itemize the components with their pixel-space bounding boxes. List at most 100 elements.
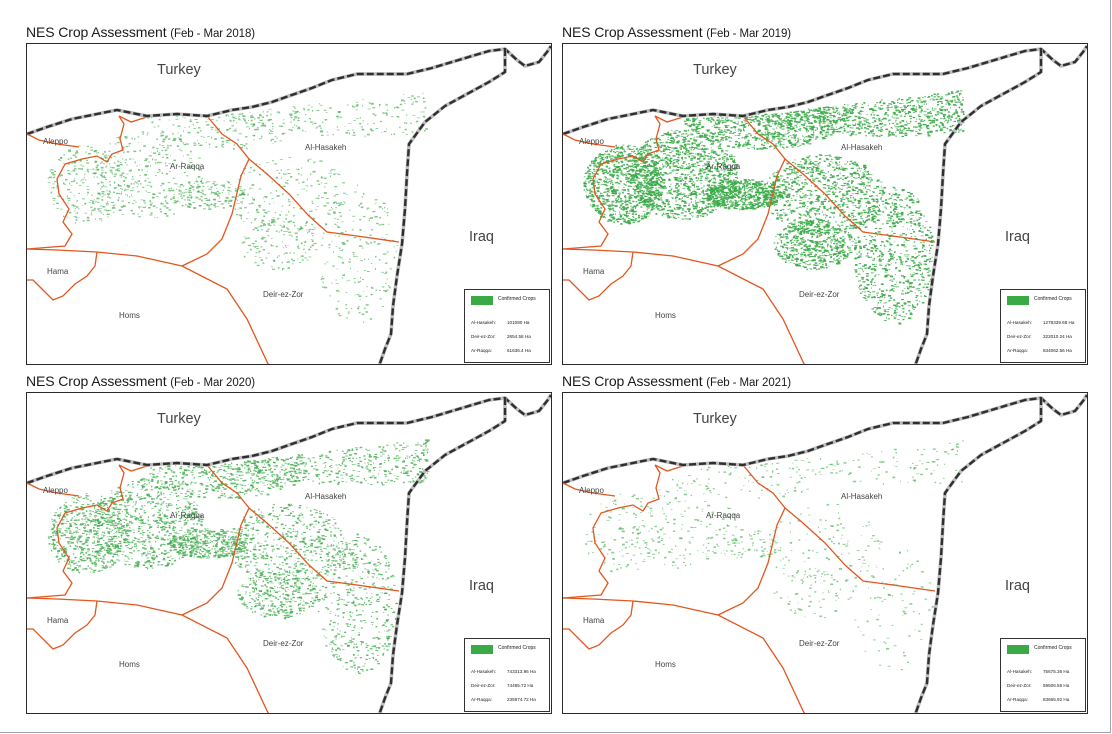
- legend-box: Confirmed Crops Al-Hasakeh: 743313.96 Ha…: [464, 638, 550, 712]
- legend-row-name: Deir-ez-Zor:: [471, 683, 496, 688]
- legend-row-raqqa: Ar-Raqqa: 61636.4 Ha: [471, 348, 531, 353]
- label-al-hasakeh: Al-Hasakeh: [305, 492, 347, 501]
- aleppo-outline: [563, 482, 616, 497]
- admin-boundaries: [563, 115, 936, 364]
- legend-row-value: 101080 Ha: [507, 320, 530, 325]
- cropped-header-fragment: [330, 0, 1090, 4]
- iraq-border: [377, 398, 507, 713]
- crop-layer: [583, 90, 965, 325]
- label-hama: Hama: [47, 616, 69, 625]
- legend-label: Confirmed Crops: [1034, 296, 1072, 302]
- map-panel-2020: NES Crop Assessment (Feb - Mar 2020): [26, 373, 552, 715]
- admin-boundaries: [563, 464, 936, 713]
- crop-layer: [47, 439, 430, 675]
- legend-label: Confirmed Crops: [498, 645, 536, 651]
- legend-box: Confirmed Crops Al-Hasakeh: 75675.36 Ha …: [1000, 638, 1086, 712]
- legend-row-value: 834062.56 Ha: [1043, 348, 1072, 353]
- legend-row-name: Ar-Raqqa:: [471, 697, 492, 702]
- label-aleppo: Aleppo: [43, 137, 68, 146]
- label-aleppo: Aleppo: [43, 486, 68, 495]
- legend-row-raqqa: Ar-Raqqa: 83665.92 Ha: [1007, 697, 1069, 702]
- panel-title-period: (Feb - Mar 2020): [170, 377, 255, 389]
- legend-row-value: 74485.72 Ha: [507, 683, 534, 688]
- panel-title-main: NES Crop Assessment: [26, 24, 167, 40]
- legend-row-raqqa: Ar-Raqqa: 235974.72 Ha: [471, 697, 536, 702]
- label-ar-raqqa: Ar-Raqqa: [170, 511, 205, 520]
- legend-swatch: [1007, 296, 1029, 305]
- map-frame: Turkey Iraq Aleppo Ar-Raqqa Al-Hasakeh D…: [562, 43, 1088, 365]
- panel-title-main: NES Crop Assessment: [562, 373, 703, 389]
- map-panel-2021: NES Crop Assessment (Feb - Mar 2021): [562, 373, 1088, 715]
- legend-row-raqqa: Ar-Raqqa: 834062.56 Ha: [1007, 348, 1072, 353]
- map-panel-2019: NES Crop Assessment (Feb - Mar 2019): [562, 24, 1088, 366]
- label-turkey: Turkey: [157, 62, 201, 78]
- legend-row-deir: Deir-ez-Zor: 2654.58 Ha: [471, 334, 531, 339]
- map-frame: Turkey Iraq Aleppo Ar-Raqqa Al-Hasakeh D…: [26, 43, 552, 365]
- label-deir-ez-zor: Deir-ez-Zor: [263, 290, 304, 299]
- legend-row-name: Deir-ez-Zor:: [471, 334, 496, 339]
- label-hama: Hama: [47, 267, 69, 276]
- label-ar-raqqa: Ar-Raqqa: [170, 162, 205, 171]
- legend-row-name: Ar-Raqqa:: [1007, 348, 1028, 353]
- label-homs: Homs: [119, 660, 140, 669]
- map-svg: [27, 45, 551, 364]
- legend-row-value: 83665.92 Ha: [1043, 697, 1070, 702]
- map-svg: [563, 45, 1087, 364]
- legend-row-name: Al-Hasakeh:: [1007, 669, 1033, 674]
- legend-row-name: Deir-ez-Zor:: [1007, 683, 1032, 688]
- admin-boundaries: [27, 464, 400, 713]
- label-deir-ez-zor: Deir-ez-Zor: [263, 639, 304, 648]
- panel-title-main: NES Crop Assessment: [562, 24, 703, 40]
- label-turkey: Turkey: [693, 411, 737, 427]
- map-svg: [27, 394, 551, 713]
- map-frame: Turkey Iraq Aleppo Ar-Raqqa Al-Hasakeh D…: [26, 392, 552, 714]
- legend-row-value: 59506.56 Ha: [1043, 683, 1070, 688]
- label-deir-ez-zor: Deir-ez-Zor: [799, 290, 840, 299]
- legend-row-value: 61636.4 Ha: [507, 348, 531, 353]
- label-iraq: Iraq: [1005, 578, 1030, 594]
- iraq-border: [377, 49, 507, 364]
- legend-row-deir: Deir-ez-Zor: 322010.24 Ha: [1007, 334, 1072, 339]
- label-hama: Hama: [583, 616, 605, 625]
- legend-row-value: 743313.96 Ha: [507, 669, 536, 674]
- panel-title-main: NES Crop Assessment: [26, 373, 167, 389]
- aleppo-outline: [27, 482, 80, 497]
- legend-row-name: Al-Hasakeh:: [1007, 320, 1033, 325]
- panel-title: NES Crop Assessment (Feb - Mar 2018): [26, 24, 255, 40]
- turkey-border: [563, 45, 1087, 136]
- label-aleppo: Aleppo: [579, 137, 604, 146]
- legend-row-value: 1278339.68 Ha: [1043, 320, 1075, 325]
- legend-box: Confirmed Crops Al-Hasakeh: 1278339.68 H…: [1000, 289, 1086, 363]
- label-deir-ez-zor: Deir-ez-Zor: [799, 639, 840, 648]
- panel-title-period: (Feb - Mar 2019): [706, 28, 791, 40]
- panel-title-period: (Feb - Mar 2021): [706, 377, 791, 389]
- legend-swatch: [471, 645, 493, 654]
- aleppo-outline: [563, 133, 616, 148]
- turkey-border: [27, 394, 551, 485]
- label-ar-raqqa: Ar-Raqqa: [706, 511, 741, 520]
- legend-box: Confirmed Crops Al-Hasakeh: 101080 Ha De…: [464, 289, 550, 363]
- label-al-hasakeh: Al-Hasakeh: [305, 143, 347, 152]
- panel-title: NES Crop Assessment (Feb - Mar 2020): [26, 373, 255, 389]
- label-iraq: Iraq: [469, 578, 494, 594]
- label-iraq: Iraq: [1005, 229, 1030, 245]
- legend-label: Confirmed Crops: [1034, 645, 1072, 651]
- label-turkey: Turkey: [693, 62, 737, 78]
- map-svg: [563, 394, 1087, 713]
- label-homs: Homs: [655, 660, 676, 669]
- panel-title: NES Crop Assessment (Feb - Mar 2021): [562, 373, 791, 389]
- label-al-hasakeh: Al-Hasakeh: [841, 492, 883, 501]
- panel-title: NES Crop Assessment (Feb - Mar 2019): [562, 24, 791, 40]
- label-homs: Homs: [119, 311, 140, 320]
- legend-row-value: 2654.58 Ha: [507, 334, 531, 339]
- iraq-border: [913, 49, 1043, 364]
- legend-row-name: Al-Hasakeh:: [471, 669, 497, 674]
- legend-row-hasakeh: Al-Hasakeh: 101080 Ha: [471, 320, 529, 325]
- label-turkey: Turkey: [157, 411, 201, 427]
- map-panel-2018: NES Crop Assessment (Feb - Mar 2018): [26, 24, 552, 366]
- legend-row-value: 322010.24 Ha: [1043, 334, 1072, 339]
- legend-row-name: Al-Hasakeh:: [471, 320, 497, 325]
- legend-swatch: [1007, 645, 1029, 654]
- legend-row-name: Deir-ez-Zor:: [1007, 334, 1032, 339]
- crop-layer: [585, 440, 964, 671]
